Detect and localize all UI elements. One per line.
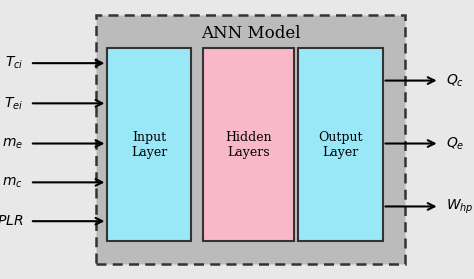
- FancyBboxPatch shape: [299, 49, 383, 241]
- Text: $PLR$: $PLR$: [0, 214, 23, 228]
- Text: Output
Layer: Output Layer: [318, 131, 363, 159]
- Text: $m_c$: $m_c$: [2, 175, 23, 189]
- Text: $Q_c$: $Q_c$: [447, 72, 465, 89]
- FancyBboxPatch shape: [107, 49, 191, 241]
- Text: $T_{ei}$: $T_{ei}$: [4, 95, 23, 112]
- Text: $T_{ci}$: $T_{ci}$: [5, 55, 23, 71]
- FancyBboxPatch shape: [96, 15, 405, 264]
- Text: $Q_e$: $Q_e$: [447, 135, 465, 152]
- Text: $m_e$: $m_e$: [2, 136, 23, 151]
- Text: ANN Model: ANN Model: [201, 25, 301, 42]
- FancyBboxPatch shape: [203, 49, 294, 241]
- Text: Input
Layer: Input Layer: [131, 131, 167, 159]
- Text: $W_{hp}$: $W_{hp}$: [447, 197, 474, 216]
- Text: Hidden
Layers: Hidden Layers: [225, 131, 272, 159]
